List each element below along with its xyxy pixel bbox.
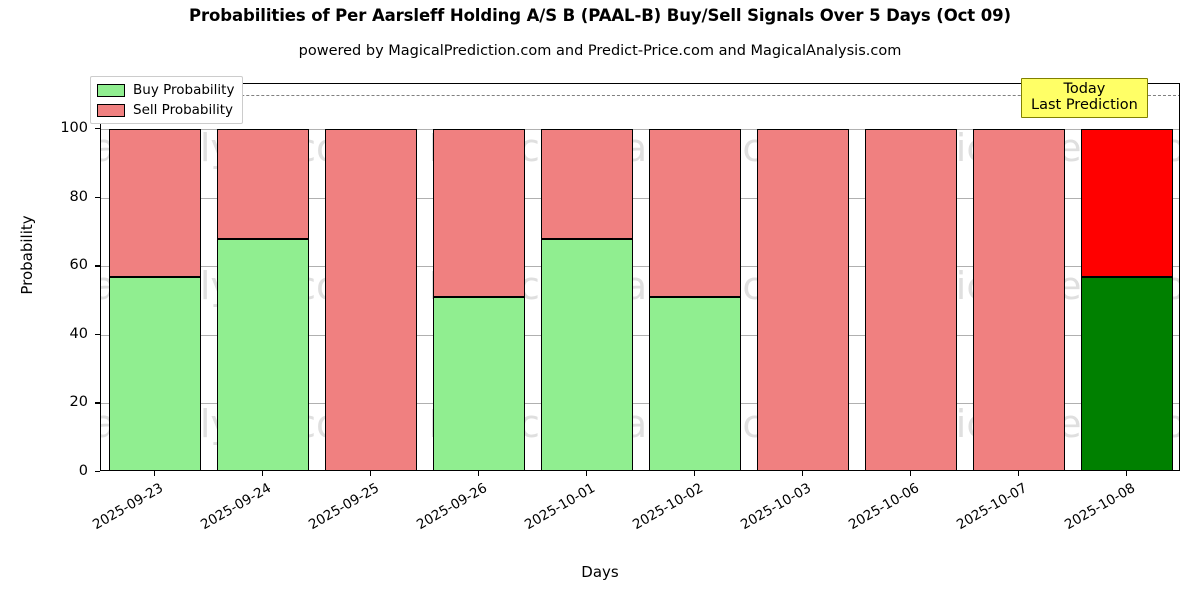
bar-segment-buy[interactable]	[217, 238, 309, 470]
chart-subtitle: powered by MagicalPrediction.com and Pre…	[298, 43, 902, 59]
bar-segment-sell[interactable]	[325, 129, 417, 470]
bar-segment-buy[interactable]	[109, 276, 201, 470]
x-axis-tick-mark	[910, 471, 912, 476]
gridline	[101, 197, 1179, 199]
bar-group[interactable]	[433, 84, 525, 470]
bar-segment-sell[interactable]	[973, 129, 1065, 470]
bar-segment-sell[interactable]	[109, 129, 201, 277]
bar-segment-sell[interactable]	[433, 129, 525, 298]
bar-segment-buy[interactable]	[433, 297, 525, 470]
gridline	[101, 266, 1179, 268]
x-axis-tick-label: 2025-09-24	[198, 480, 274, 534]
bar-group[interactable]	[865, 84, 957, 470]
y-axis-tick-mark	[95, 196, 100, 198]
x-axis-tick-mark	[478, 471, 480, 476]
bar-group[interactable]	[1081, 84, 1173, 470]
plot-area: MagicalAnalysis.comMagicalAnalysis.comMa…	[100, 83, 1180, 471]
chart-legend: Buy Probability Sell Probability	[90, 76, 244, 124]
x-axis-tick-label: 2025-09-26	[414, 480, 490, 534]
x-axis-tick-mark	[370, 471, 372, 476]
reference-line	[101, 94, 1179, 96]
x-axis-tick-label: 2025-09-25	[306, 480, 382, 534]
bar-group[interactable]	[757, 84, 849, 470]
chart-title: Probabilities of Per Aarsleff Holding A/…	[189, 6, 1011, 25]
bar-group[interactable]	[217, 84, 309, 470]
y-axis-tick-mark	[95, 471, 100, 473]
y-axis-tick-label: 100	[60, 120, 88, 137]
x-axis-tick-mark	[1018, 471, 1020, 476]
bars-layer	[101, 84, 1179, 470]
x-axis-tick-label: 2025-10-08	[1062, 480, 1138, 534]
bar-segment-sell[interactable]	[865, 129, 957, 470]
gridline	[101, 403, 1179, 405]
y-axis-tick-mark	[95, 333, 100, 336]
today-last-prediction-annotation: Today Last Prediction	[1021, 78, 1148, 119]
y-axis-tick-label: 0	[78, 463, 88, 479]
bar-segment-sell[interactable]	[541, 129, 633, 239]
y-axis-tick-label: 80	[69, 188, 88, 205]
legend-label: Buy Probability	[133, 82, 235, 98]
bar-group[interactable]	[541, 84, 633, 470]
y-axis-tick-label: 20	[69, 394, 88, 411]
x-axis-tick-label: 2025-10-03	[738, 480, 814, 534]
x-axis-tick-mark	[1126, 471, 1128, 476]
bar-segment-sell[interactable]	[649, 129, 741, 298]
x-axis-tick-label: 2025-10-06	[846, 480, 922, 534]
annotation-line-1: Today	[1063, 81, 1106, 97]
legend-item[interactable]: Buy Probability	[97, 82, 234, 98]
y-axis-tick-mark	[95, 265, 100, 267]
y-axis-tick-label: 60	[69, 257, 88, 274]
x-axis-tick-label: 2025-10-07	[954, 480, 1030, 534]
bar-segment-buy[interactable]	[541, 238, 633, 470]
legend-label: Sell Probability	[133, 102, 234, 118]
x-axis-tick-label: 2025-10-02	[630, 480, 706, 534]
legend-swatch	[97, 103, 125, 117]
x-axis-tick-mark	[694, 471, 696, 476]
bar-segment-buy[interactable]	[1081, 276, 1173, 470]
x-axis-tick-mark	[802, 471, 804, 476]
x-axis-tick-mark	[586, 471, 588, 476]
y-axis-tick-mark	[95, 402, 100, 404]
bar-segment-sell[interactable]	[757, 129, 849, 470]
y-axis-tick-label: 40	[69, 325, 88, 342]
annotation-line-2: Last Prediction	[1031, 97, 1138, 114]
gridline	[101, 129, 1179, 131]
bar-segment-sell[interactable]	[1081, 129, 1173, 277]
bar-group[interactable]	[649, 84, 741, 470]
y-axis-title: Probability	[18, 215, 36, 295]
legend-item[interactable]: Sell Probability	[97, 102, 234, 118]
y-axis-tick-mark	[95, 128, 100, 130]
x-axis-tick-label: 2025-10-01	[522, 480, 598, 534]
bar-segment-buy[interactable]	[649, 297, 741, 470]
bar-segment-sell[interactable]	[217, 129, 309, 239]
bar-group[interactable]	[325, 84, 417, 470]
x-axis-title: Days	[581, 563, 619, 581]
bar-group[interactable]	[109, 84, 201, 470]
x-axis-tick-label: 2025-09-23	[90, 480, 166, 534]
legend-swatch	[97, 83, 125, 97]
x-axis-tick-mark	[262, 471, 264, 476]
x-axis-tick-mark	[154, 471, 156, 476]
gridline	[101, 334, 1179, 336]
bar-group[interactable]	[973, 84, 1065, 470]
